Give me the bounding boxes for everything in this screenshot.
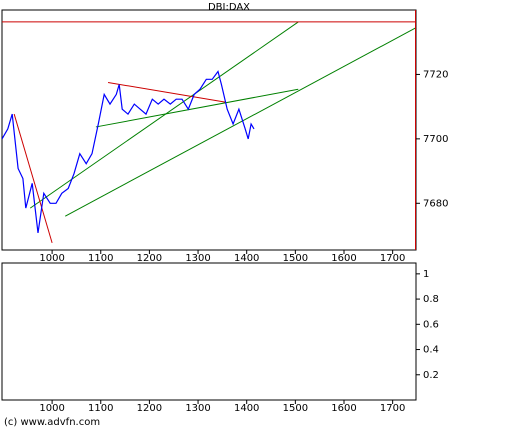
chart-title: DBI:DAX xyxy=(208,2,250,13)
x-tick-label: 1700 xyxy=(380,253,405,264)
plot-frame xyxy=(1,9,417,251)
x-tick-label: 1500 xyxy=(283,253,308,264)
x-tick-label: 1300 xyxy=(185,253,210,264)
y-tick-label: 7680 xyxy=(423,198,448,209)
y-tick-label: 7720 xyxy=(423,69,448,80)
x-tick-label: 1400 xyxy=(234,403,259,414)
y-tick-label: 0.6 xyxy=(423,319,439,330)
x-tick-label: 1200 xyxy=(137,253,162,264)
y-tick-label: 0.8 xyxy=(423,294,439,305)
y-tick-label: 1 xyxy=(423,269,429,280)
x-tick-label: 1000 xyxy=(39,403,64,414)
x-tick-label: 1500 xyxy=(283,403,308,414)
trend-line xyxy=(65,27,416,217)
x-tick-label: 1600 xyxy=(331,403,356,414)
y-tick-label: 0.4 xyxy=(423,345,439,356)
x-tick-label: 1300 xyxy=(185,403,210,414)
x-tick-label: 1100 xyxy=(88,253,113,264)
trend-line xyxy=(95,88,299,128)
x-tick-label: 1200 xyxy=(137,403,162,414)
trend-line xyxy=(13,113,53,244)
x-tick-label: 1600 xyxy=(331,253,356,264)
trend-line xyxy=(107,81,226,103)
x-tick-label: 1000 xyxy=(39,253,64,264)
trend-line xyxy=(29,21,299,209)
plot-frame xyxy=(1,262,417,401)
y-tick-label: 0.2 xyxy=(423,370,439,381)
x-tick-label: 1700 xyxy=(380,403,405,414)
credit: (c) www.advfn.com xyxy=(4,417,100,428)
plot-layer xyxy=(2,10,416,250)
y-tick-label: 7700 xyxy=(423,134,448,145)
price-line xyxy=(2,70,255,233)
x-tick-label: 1400 xyxy=(234,253,259,264)
x-tick-label: 1100 xyxy=(88,403,113,414)
